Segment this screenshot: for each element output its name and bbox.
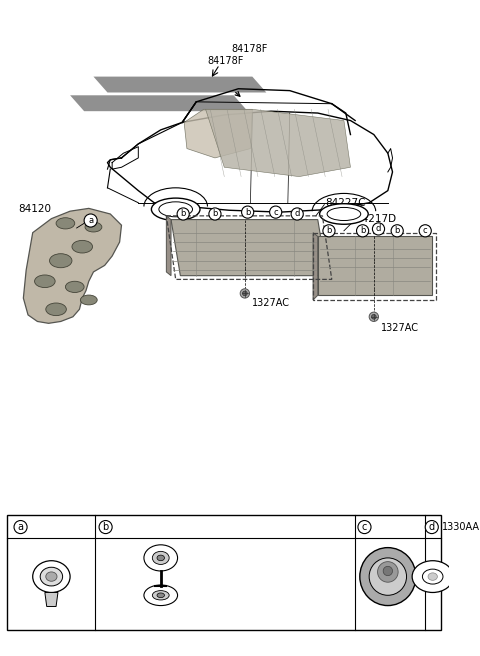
Ellipse shape: [72, 240, 93, 253]
Text: d: d: [295, 209, 300, 218]
Text: a: a: [18, 522, 24, 532]
Ellipse shape: [65, 281, 84, 293]
Ellipse shape: [422, 569, 443, 584]
Ellipse shape: [159, 202, 192, 216]
Text: b: b: [326, 226, 332, 236]
Ellipse shape: [35, 275, 55, 287]
Circle shape: [425, 520, 438, 533]
Ellipse shape: [49, 254, 72, 268]
Circle shape: [372, 314, 376, 319]
FancyBboxPatch shape: [8, 515, 441, 630]
Ellipse shape: [85, 222, 102, 232]
Text: b: b: [103, 522, 109, 532]
Ellipse shape: [378, 562, 398, 583]
Text: 84217D: 84217D: [355, 214, 396, 224]
Text: d: d: [376, 224, 381, 234]
Text: 1330AA: 1330AA: [442, 522, 480, 532]
Text: 86869: 86869: [182, 557, 213, 567]
Text: 1327AC: 1327AC: [381, 323, 420, 333]
Polygon shape: [24, 209, 121, 323]
Ellipse shape: [46, 303, 66, 316]
Text: b: b: [395, 226, 400, 236]
Circle shape: [358, 520, 371, 533]
Ellipse shape: [157, 593, 165, 598]
Text: (14207-06180L): (14207-06180L): [182, 550, 246, 559]
Polygon shape: [167, 216, 171, 276]
Polygon shape: [205, 110, 350, 176]
Text: 84120: 84120: [19, 204, 52, 215]
Text: 1042AA: 1042AA: [182, 590, 220, 600]
Text: 84227C: 84227C: [325, 197, 366, 208]
Text: c: c: [274, 207, 278, 216]
Polygon shape: [318, 236, 432, 295]
Ellipse shape: [152, 551, 169, 564]
Text: 84178F: 84178F: [232, 43, 268, 54]
Ellipse shape: [320, 204, 368, 224]
Text: 50625: 50625: [33, 522, 64, 532]
Circle shape: [419, 225, 432, 237]
Text: b: b: [245, 207, 251, 216]
Text: c: c: [362, 522, 367, 532]
Ellipse shape: [383, 566, 393, 576]
Ellipse shape: [412, 561, 453, 592]
Circle shape: [209, 208, 221, 220]
Circle shape: [391, 225, 403, 237]
Circle shape: [241, 206, 254, 218]
Circle shape: [270, 206, 282, 218]
Circle shape: [291, 208, 303, 220]
Text: a: a: [88, 216, 93, 225]
Text: b: b: [360, 226, 365, 236]
Circle shape: [240, 289, 250, 298]
Circle shape: [14, 520, 27, 533]
Ellipse shape: [144, 545, 178, 571]
Ellipse shape: [327, 207, 361, 220]
Ellipse shape: [428, 573, 437, 581]
Polygon shape: [94, 77, 266, 92]
Polygon shape: [70, 95, 248, 111]
Text: 84136: 84136: [376, 522, 406, 532]
Text: 1327AC: 1327AC: [252, 298, 290, 308]
Polygon shape: [45, 592, 58, 607]
Ellipse shape: [369, 558, 407, 595]
Ellipse shape: [157, 555, 165, 561]
Text: 84178F: 84178F: [207, 56, 244, 66]
Circle shape: [177, 208, 189, 220]
Ellipse shape: [40, 567, 62, 586]
Text: d: d: [429, 522, 435, 532]
Text: b: b: [180, 209, 186, 218]
Text: c: c: [423, 226, 428, 236]
Polygon shape: [313, 233, 318, 300]
Text: b: b: [212, 209, 217, 218]
Ellipse shape: [33, 561, 70, 592]
Circle shape: [84, 214, 97, 227]
Ellipse shape: [46, 572, 57, 581]
Circle shape: [369, 312, 379, 321]
Circle shape: [323, 225, 335, 237]
Ellipse shape: [360, 548, 416, 605]
Circle shape: [99, 520, 112, 533]
Polygon shape: [184, 110, 252, 158]
Circle shape: [242, 291, 247, 296]
Circle shape: [357, 225, 369, 237]
Ellipse shape: [152, 590, 169, 600]
Ellipse shape: [151, 198, 200, 220]
Circle shape: [372, 223, 384, 235]
Ellipse shape: [56, 218, 75, 229]
Polygon shape: [171, 220, 327, 276]
Ellipse shape: [144, 585, 178, 605]
Ellipse shape: [80, 295, 97, 305]
